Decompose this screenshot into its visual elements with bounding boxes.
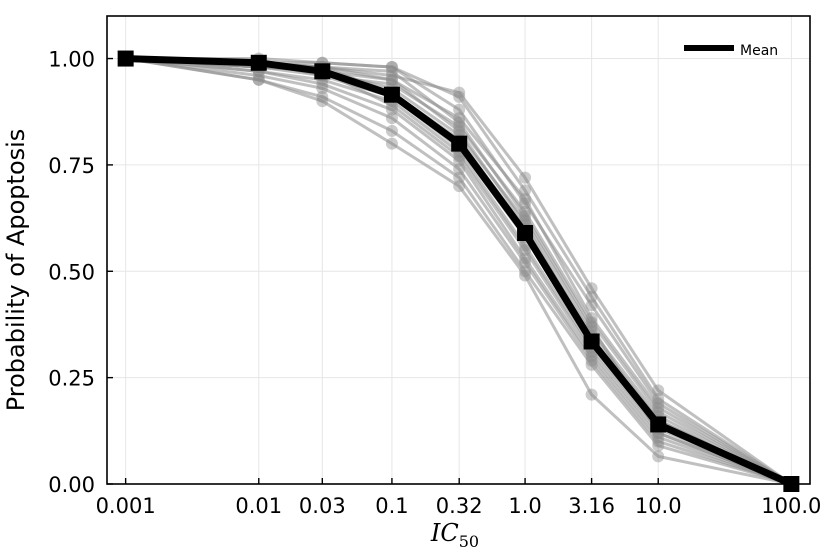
- individual-series-point: [585, 320, 598, 333]
- individual-series-point: [519, 265, 532, 278]
- mean-series-marker: [517, 224, 534, 241]
- individual-series-point: [385, 103, 398, 116]
- mean-series-layer: [117, 50, 800, 492]
- individual-series-point: [453, 154, 466, 167]
- y-tick-label: 1.00: [48, 48, 95, 72]
- x-tick-label: 0.03: [299, 494, 346, 518]
- x-tick-label: 0.32: [436, 494, 483, 518]
- individual-series-point: [652, 439, 665, 452]
- individual-series-point: [585, 358, 598, 371]
- individual-series-point: [519, 269, 532, 282]
- x-axis-title-subscript: 50: [459, 532, 479, 551]
- mean-series-marker: [583, 333, 600, 350]
- individual-series-point: [519, 252, 532, 265]
- tick-marks: [107, 57, 793, 485]
- y-tick-label: 0.50: [48, 260, 95, 284]
- individual-series-point: [453, 163, 466, 176]
- x-tick-label: 0.01: [235, 494, 282, 518]
- individual-series-point: [652, 450, 665, 463]
- individual-series-point: [385, 124, 398, 137]
- mean-series-marker: [117, 50, 134, 67]
- x-tick-label: 100.0: [761, 494, 821, 518]
- individual-series-line: [125, 57, 793, 486]
- y-tick-label: 0.75: [48, 154, 95, 178]
- individual-series-point: [316, 95, 329, 108]
- individual-series-point: [385, 73, 398, 86]
- mean-series-marker: [314, 63, 331, 80]
- individual-series-line: [125, 57, 792, 486]
- individual-series-point: [316, 82, 329, 95]
- individual-series-point: [453, 180, 466, 193]
- individual-series-point: [585, 354, 598, 367]
- grid-lines: [107, 16, 810, 485]
- individual-series-point: [519, 171, 532, 184]
- individual-series-line: [125, 57, 792, 486]
- individual-series-point: [385, 137, 398, 150]
- plot-frame: [106, 15, 811, 485]
- x-axis-title: IC50: [430, 519, 479, 551]
- individual-series-point: [453, 124, 466, 137]
- mean-series-marker: [650, 416, 667, 433]
- legend: Mean: [684, 43, 778, 59]
- individual-series-point: [453, 103, 466, 116]
- y-tick-label: 0.25: [48, 367, 95, 391]
- individual-series-point: [453, 90, 466, 103]
- x-tick-label: 1.0: [508, 494, 541, 518]
- individual-series-point: [385, 65, 398, 78]
- individual-series-point: [252, 73, 265, 86]
- individual-series-point: [519, 192, 532, 205]
- legend-mean-label: Mean: [740, 43, 778, 59]
- x-tick-label: 3.16: [568, 494, 615, 518]
- individual-series-point: [585, 299, 598, 312]
- x-axis-title-main: IC: [430, 519, 459, 547]
- individual-series-point: [585, 388, 598, 401]
- individual-series-line: [125, 57, 792, 486]
- individual-series-point: [453, 171, 466, 184]
- x-tick-label: 0.1: [375, 494, 408, 518]
- x-tick-labels: 0.001 0.01 0.03 0.1 0.32 1.0 3.16 10.0 100.0: [96, 494, 822, 518]
- mean-series-marker: [250, 54, 267, 71]
- mean-series-marker: [451, 135, 468, 152]
- x-tick-label: 10.0: [635, 494, 682, 518]
- x-tick-label: 0.001: [96, 494, 156, 518]
- y-axis-title: Probability of Apoptosis: [2, 129, 30, 412]
- y-tick-labels: 0.00 0.25 0.50 0.75 1.00: [48, 48, 95, 497]
- y-tick-label: 0.00: [48, 473, 95, 497]
- individual-series-point: [385, 112, 398, 125]
- individual-series-point: [652, 435, 665, 448]
- mean-series-marker: [383, 86, 400, 103]
- individual-series-point: [453, 116, 466, 129]
